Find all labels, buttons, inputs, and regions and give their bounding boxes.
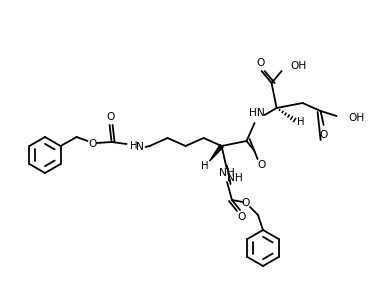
Text: NH: NH: [219, 168, 235, 178]
Text: H: H: [297, 117, 304, 127]
Text: O: O: [238, 212, 246, 222]
Text: H: H: [201, 161, 209, 171]
Text: HN: HN: [249, 108, 265, 118]
Text: OH: OH: [349, 113, 365, 123]
Text: O: O: [242, 198, 250, 208]
Text: NH: NH: [227, 173, 242, 183]
Text: O: O: [107, 112, 115, 122]
Text: O: O: [88, 139, 97, 149]
Text: H: H: [130, 141, 137, 151]
Text: N: N: [136, 142, 144, 152]
Text: O: O: [258, 160, 266, 170]
Polygon shape: [210, 145, 223, 161]
Text: O: O: [256, 58, 265, 68]
Text: O: O: [319, 130, 328, 140]
Text: OH: OH: [291, 61, 307, 71]
